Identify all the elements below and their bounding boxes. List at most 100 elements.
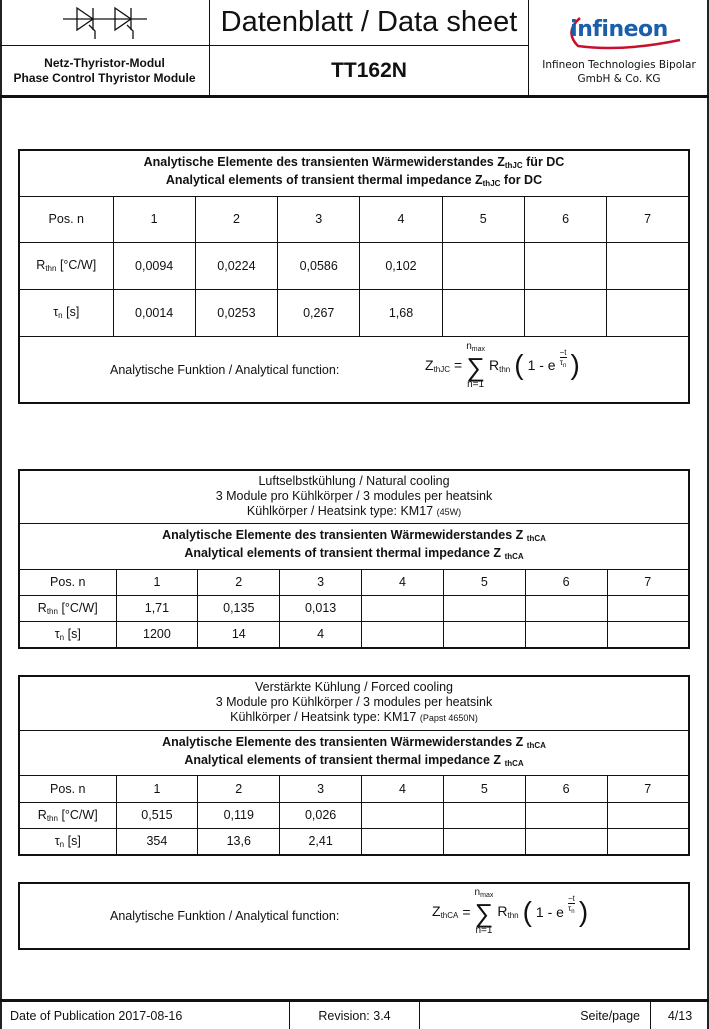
text: [°C/W] (61, 807, 98, 822)
formula: ZthJC = nmax ∑ n=1 Rthn (1 - e −t τn ) (425, 341, 580, 390)
table-cell (441, 241, 525, 290)
text: Netz-Thyristor-Modul Phase Control Thyri… (0, 46, 210, 95)
text: ( (514, 349, 524, 380)
text: −t τn (567, 894, 575, 917)
analytical-function-box: Analytische Funktion / Analytical functi… (18, 882, 690, 950)
table-cell: Rthn [°C/W] (18, 801, 117, 829)
text: τ (559, 357, 563, 367)
table-cell: 2 (197, 774, 281, 803)
table-cell: 0,0224 (194, 241, 279, 290)
text: Kühlkörper / Heatsink type: KM17 (230, 710, 417, 725)
text: TT162N (210, 46, 529, 95)
thermal-impedance-table-jc: Analytische Elemente des transienten Wär… (18, 149, 690, 404)
text: Z (432, 903, 441, 919)
table-cell (523, 288, 608, 337)
text: τn (560, 358, 567, 371)
table-cell: 1,68 (359, 288, 443, 337)
text: (Papst 4650N) (419, 713, 478, 724)
table-cell: 0,0586 (277, 241, 361, 290)
table-cell (442, 594, 526, 622)
table-cell: 4 (359, 195, 443, 243)
table-cell: 0,026 (279, 801, 363, 829)
text: thCA (526, 740, 546, 750)
text: Analytical elements of transient thermal… (20, 173, 688, 191)
text: Z (425, 356, 434, 373)
table-cell: τn [s] (18, 827, 117, 856)
text: ∑ (466, 351, 485, 382)
text: Datenblatt / Data sheet (210, 0, 529, 46)
table-cell (606, 620, 690, 649)
text: τ (54, 833, 60, 848)
table-title: Analytische Elemente des transienten Wär… (18, 149, 690, 197)
text: n (562, 362, 567, 369)
table-cell (442, 801, 526, 829)
text: Analytical elements of transient thermal… (184, 546, 502, 560)
table-cell (523, 241, 608, 290)
text: Analytische Funktion / Analytical functi… (110, 362, 340, 377)
document-title: Datenblatt / Data sheet (220, 6, 518, 38)
text: Analytische Elemente des transienten Wär… (162, 734, 524, 749)
text: ( (522, 895, 532, 927)
table-cell: 1200 (115, 620, 199, 649)
table-cell: 0,119 (197, 801, 281, 829)
thyristor-symbol-icon (0, 0, 210, 46)
text: Analytische Elemente des transienten Wär… (20, 528, 688, 546)
formula: ZthCA = nmax ∑ n=1 Rthn (1 - e −t τn ) (432, 887, 588, 936)
text: τn (568, 904, 575, 917)
text: n (466, 340, 472, 352)
table-cell: 2,41 (279, 827, 363, 856)
table-cell (606, 241, 690, 290)
text: τ (53, 305, 59, 319)
table-cell: Pos. n (18, 195, 114, 243)
table-cell: Rthn [°C/W] (18, 594, 117, 622)
table-cell: Analytische Elemente des transienten Wär… (18, 729, 690, 776)
table-row: Analytische Elemente des transienten Wär… (18, 729, 690, 776)
text: n (474, 887, 481, 898)
text: thn (499, 364, 511, 374)
table-cell (524, 801, 608, 829)
text: thJC (433, 364, 451, 374)
text: 3 Module pro Kühlkörper / 3 modules per … (215, 488, 493, 503)
text: nmax ∑ n=1 (466, 341, 485, 390)
text: nmax ∑ n=1 (475, 887, 494, 936)
text: ZthCA (432, 903, 458, 920)
table-cell (524, 620, 608, 649)
text: Analytische Funktion / Analytical functi… (110, 909, 340, 923)
table-cell (361, 594, 444, 622)
text: Analytical elements of transient thermal… (20, 753, 688, 771)
text: (45W) (436, 506, 462, 517)
text: thCA (526, 534, 546, 543)
text: n (59, 839, 65, 849)
table-cell: 0,135 (197, 594, 281, 622)
table-cell (442, 827, 526, 856)
table-cell (361, 620, 444, 649)
table-cell: 1 (115, 568, 199, 596)
text: R (36, 258, 46, 272)
table-cell: 13,6 (197, 827, 281, 856)
text: Kühlkörper / Heatsink type: KM17 (45W) (20, 504, 688, 520)
text: R (489, 356, 500, 373)
table-cell: Luftselbstkühlung / Natural cooling 3 Mod… (18, 469, 690, 524)
text: Date of Publication 2017-08-16 (0, 1002, 290, 1029)
text: für DC (526, 155, 565, 170)
table-row-tau: τn [s] 0,0014 0,0253 0,267 1,68 (18, 288, 690, 337)
text: max (480, 892, 494, 899)
text: Seite/page (420, 1002, 651, 1029)
table-row-tau: τn [s] 354 13,6 2,41 (18, 827, 690, 856)
text: thn (46, 606, 58, 616)
table-row-tau: τn [s] 1200 14 4 (18, 620, 690, 649)
footer: Date of Publication 2017-08-16 Revision:… (0, 999, 709, 1029)
text: Rthn (489, 357, 510, 374)
text: nmax (475, 887, 494, 901)
text: n (59, 632, 65, 642)
logo-text: infineon (570, 17, 668, 42)
text: −t τn (559, 347, 567, 371)
table-cell: 7 (606, 774, 690, 803)
text: −t (559, 347, 567, 358)
table-row: Verstärkte Kühlung / Forced cooling 3 Mod… (18, 675, 690, 731)
text: [s] (67, 833, 81, 848)
thermal-impedance-table-forced: Verstärkte Kühlung / Forced cooling 3 Mod… (18, 675, 690, 856)
text: 3 Module pro Kühlkörper / 3 modules per … (215, 695, 493, 710)
table-cell: 6 (524, 568, 608, 596)
